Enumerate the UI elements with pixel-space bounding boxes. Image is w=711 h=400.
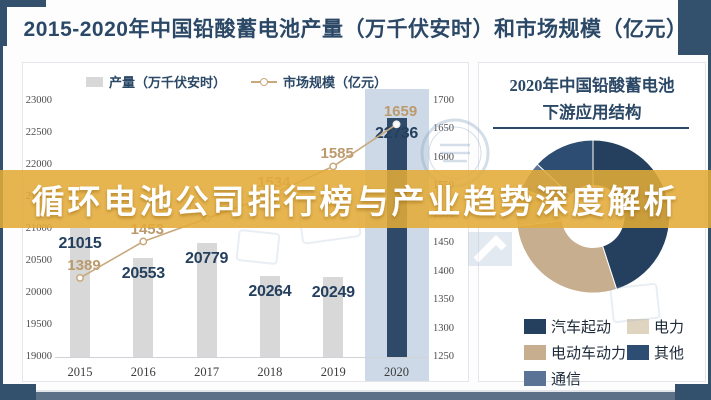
line-value-label-2020: 1659 [383,103,418,121]
x-axis-line [55,357,428,358]
production-bar-2016[interactable] [133,257,154,357]
right-axis-tick: 1650 [433,123,454,135]
pie-title-line2: 下游应用结构 [542,103,642,122]
left-axis-tick: 20000 [25,287,52,298]
bar-value-label: 22736 [375,124,418,142]
legend-label: 电力 [654,320,685,336]
legend-label: 电动车动力 [551,346,627,362]
legend-label: 市场规模（亿元） [283,75,388,90]
pie-legend-item-汽车起动[interactable]: 汽车起动 [524,316,611,337]
x-axis-label-2017: 2017 [194,365,220,379]
x-axis-label-2018: 2018 [257,365,283,379]
right-axis-tick: 1300 [433,322,454,334]
line-marker-icon [251,77,277,86]
left-axis-tick: 19500 [25,319,52,330]
frame-bottom-right-block [675,384,711,400]
legend-label: 汽车起动 [551,320,612,336]
legend-swatch-icon [524,319,546,334]
pie-title-line1: 2020年中国铅酸蓄电池 [509,76,675,95]
bar-value-label: 20553 [121,264,165,282]
legend-item-production[interactable]: 产量（万千伏安时） [86,72,226,91]
right-axis-tick: 1400 [433,265,454,277]
legend-item-market-size[interactable]: 市场规模（亿元） [251,72,387,91]
production-bar-2020[interactable] [386,117,407,357]
bar-value-label: 20779 [185,250,229,268]
legend-label: 其他 [654,346,685,362]
legend-swatch-icon [524,345,546,360]
bar-value-label: 20264 [248,283,292,301]
legend-swatch-icon [627,319,649,334]
bar-swatch-icon [86,76,103,87]
production-bar-2018[interactable] [259,276,280,357]
frame-bottom-left-block [0,384,36,400]
x-axis-label-2016: 2016 [130,365,156,379]
pie-title-underline [493,127,689,129]
left-axis-tick: 19000 [25,351,52,362]
x-axis-label-2020: 2020 [384,365,409,379]
right-axis-tick: 1350 [433,294,454,306]
bar-value-label: 20249 [311,284,355,302]
right-axis-tick: 1250 [433,351,454,362]
banner-text: 循环电池公司排行榜与产业趋势深度解析 [31,183,680,220]
left-axis-tick: 22000 [25,159,52,170]
page-title: 2015-2020年中国铅酸蓄电池产量（万千伏安时）和市场规模（亿元） [23,18,688,41]
right-axis-tick: 1700 [433,95,454,106]
legend-label: 产量（万千伏安时） [109,75,227,90]
pie-legend-item-电力[interactable]: 电力 [627,316,684,337]
left-axis-tick: 20500 [25,255,52,266]
right-axis-tick: 1600 [433,151,454,163]
left-axis-tick: 23000 [25,95,52,106]
line-value-label-2019: 1585 [320,145,354,163]
right-axis-tick: 1450 [433,237,454,249]
legend-label: 通信 [551,372,582,388]
production-bar-2019[interactable] [323,277,344,357]
donut-label-电动车动力: 28% [547,255,578,273]
x-axis-label-2019: 2019 [320,365,346,379]
overlay-banner: 循环电池公司排行榜与产业趋势深度解析 [0,170,711,228]
frame-top-left-vertical [0,0,7,46]
pie-legend-item-电动车动力[interactable]: 电动车动力 [524,342,626,363]
left-axis-tick: 21000 [25,223,52,234]
frame-top-right-block [678,0,711,55]
legend-swatch-icon [627,345,649,360]
legend-swatch-icon [524,371,546,386]
bar-value-label: 21015 [58,235,102,253]
bottom-accent-bar [36,390,675,400]
x-axis-label-2015: 2015 [67,365,93,379]
frame-top-left-horizontal [6,0,46,7]
pie-legend-item-通信[interactable]: 通信 [524,368,581,389]
left-axis-tick: 22500 [25,127,52,138]
pie-legend-item-其他[interactable]: 其他 [627,342,684,363]
line-value-label-2015: 1389 [67,256,101,274]
